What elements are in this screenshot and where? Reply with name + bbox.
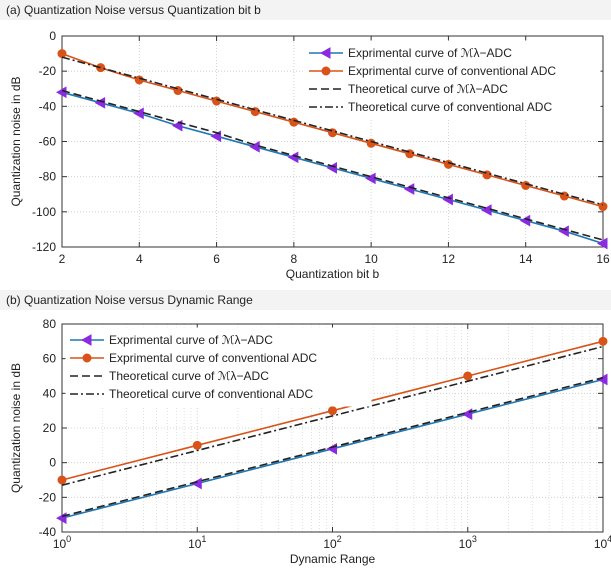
chart2-y-tick-label: 20 — [43, 421, 57, 435]
panel-b-title: (b) Quantization Noise versus Dynamic Ra… — [0, 290, 611, 310]
chart2-x-tick-label: 103 — [459, 534, 477, 551]
chart2-series-line-3 — [61, 376, 604, 518]
chart1-data-point — [598, 202, 608, 212]
chart1-y-tick-label: 0 — [49, 29, 56, 43]
panel-a-title: (a) Quantization Noise versus Quantizati… — [0, 0, 611, 20]
chart2-data-point — [596, 373, 608, 386]
chart1-x-tick-label: 16 — [596, 252, 610, 266]
chart1-data-point — [134, 75, 144, 85]
chart1-legend-marker-1 — [319, 47, 331, 59]
chart2-legend-label-3: Theoretical curve of ℳλ−ADC — [109, 369, 269, 383]
chart1-data-point — [57, 49, 67, 59]
chart2-data-point — [192, 440, 202, 450]
chart1-x-tick-label: 2 — [59, 252, 66, 266]
chart2-x-tick-label: 101 — [188, 534, 206, 551]
chart2-y-tick-label: 0 — [49, 456, 56, 470]
chart2-y-tick-label: 60 — [43, 352, 57, 366]
chart2-legend-box — [65, 327, 372, 407]
chart2-data-point — [57, 475, 67, 485]
chart2-series-markers-2 — [57, 336, 608, 485]
chart2-y-axis-label: Quantization noise in dB — [9, 363, 23, 493]
chart1-x-axis-label: Quantization bit b — [286, 267, 380, 281]
chart1-data-point — [96, 63, 106, 73]
chart2-y-tick-label: 80 — [43, 317, 57, 331]
chart1-data-point — [596, 237, 608, 250]
chart2-legend-label-2: Exprimental curve of conventional ADC — [109, 351, 317, 365]
chart1-data-point — [521, 180, 531, 190]
chart1-data-point — [443, 159, 453, 169]
chart1-series-line-3 — [61, 89, 604, 241]
chart1-x-tick-label: 12 — [442, 252, 456, 266]
chart2-x-axis-label: Dynamic Range — [290, 552, 376, 566]
chart2-data-point — [598, 336, 608, 346]
chart2-legend-label-4: Theoretical curve of conventional ADC — [109, 387, 313, 401]
chart1-y-tick-label: -20 — [39, 64, 57, 78]
chart2-legend-label-1: Exprimental curve of ℳλ−ADC — [109, 333, 273, 347]
chart2-x-tick-label: 102 — [323, 534, 341, 551]
chart2-x-tick-label: 104 — [594, 534, 611, 551]
chart2-series-line-4 — [61, 345, 604, 486]
chart1-legend-label-1: Exprimental curve of ℳλ−ADC — [348, 46, 512, 60]
chart1-legend-marker-2 — [321, 66, 331, 76]
chart1-x-tick-label: 6 — [213, 252, 220, 266]
chart1-legend-label-4: Theoretical curve of conventional ADC — [348, 100, 552, 114]
chart1-y-tick-label: -120 — [32, 240, 56, 254]
chart1-y-tick-label: -40 — [39, 99, 57, 113]
chart1-data-point — [212, 96, 222, 106]
chart1-series-line-4 — [61, 56, 604, 206]
chart2-y-tick-label: 40 — [43, 386, 57, 400]
chart1-data-point — [289, 117, 299, 127]
chart2-y-tick-label: -20 — [39, 490, 57, 504]
chart1-x-tick-label: 14 — [519, 252, 533, 266]
chart1-x-tick-label: 8 — [291, 252, 298, 266]
chart2-data-point — [328, 406, 337, 416]
chart1-x-tick-label: 4 — [136, 252, 143, 266]
chart2-data-point — [191, 477, 202, 490]
chart1-legend-label-3: Theoretical curve of ℳλ−ADC — [348, 82, 508, 96]
chart1-legend-label-2: Exprimental curve of conventional ADC — [348, 64, 556, 78]
chart1-data-point — [366, 138, 376, 148]
chart1-x-tick-label: 10 — [364, 252, 378, 266]
chart2-legend-marker-1 — [80, 334, 92, 346]
chart2-y-tick-label: -40 — [39, 525, 57, 539]
chart1-legend-box — [304, 40, 601, 120]
chart1-y-tick-label: -60 — [39, 135, 57, 149]
chart2-data-point — [463, 371, 473, 381]
chart2-legend-marker-2 — [82, 353, 92, 363]
chart1-y-tick-label: -80 — [39, 170, 57, 184]
chart1-y-tick-label: -100 — [32, 205, 56, 219]
chart2-x-tick-label: 100 — [53, 534, 71, 551]
chart1-y-axis-label: Quantization noise in dB — [9, 76, 23, 206]
